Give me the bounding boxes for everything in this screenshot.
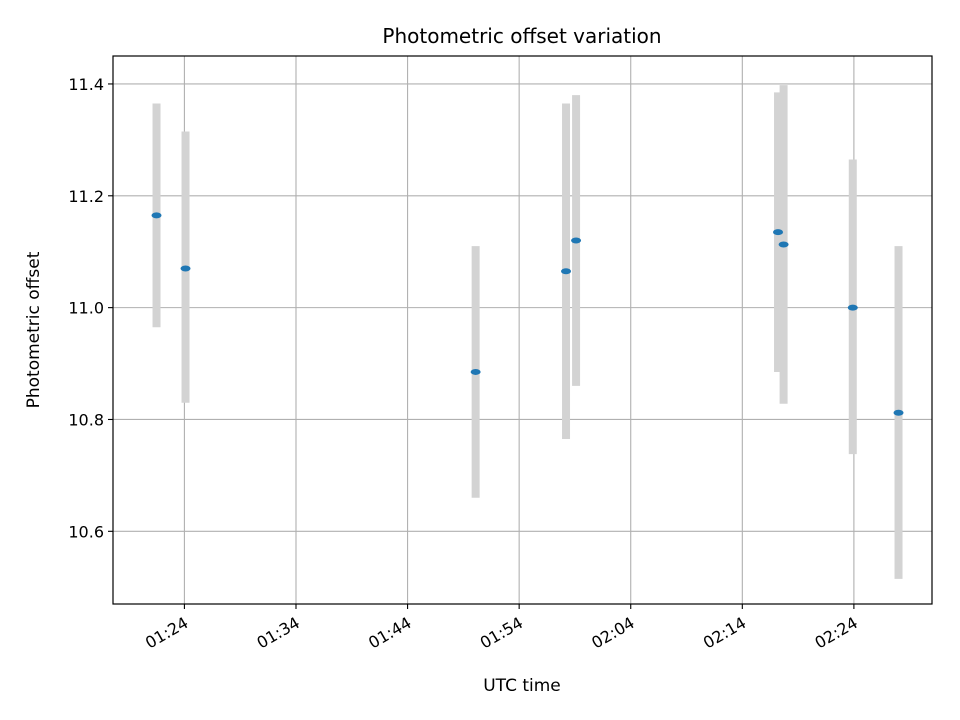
data-point [561,268,572,275]
data-point [470,368,481,375]
plot-frame [112,55,933,605]
data-points [151,212,904,416]
data-point [151,212,162,219]
y-tick-label: 11.2 [68,187,104,206]
y-tick-label: 10.6 [68,522,104,541]
data-point [773,229,784,236]
x-axis-label: UTC time [483,676,561,696]
y-axis-label: Photometric offset [24,251,44,408]
y-tick-label: 11.4 [68,75,104,94]
chart-title: Photometric offset variation [382,24,661,48]
y-tick-label: 11.0 [68,299,104,318]
y-axis: 10.6 10.8 11.0 11.2 11.4 [68,75,113,541]
data-point [847,304,858,311]
data-point [778,241,789,248]
data-point [893,409,904,416]
data-point [571,237,582,244]
data-point [180,265,191,272]
y-tick-label: 10.8 [68,410,104,429]
